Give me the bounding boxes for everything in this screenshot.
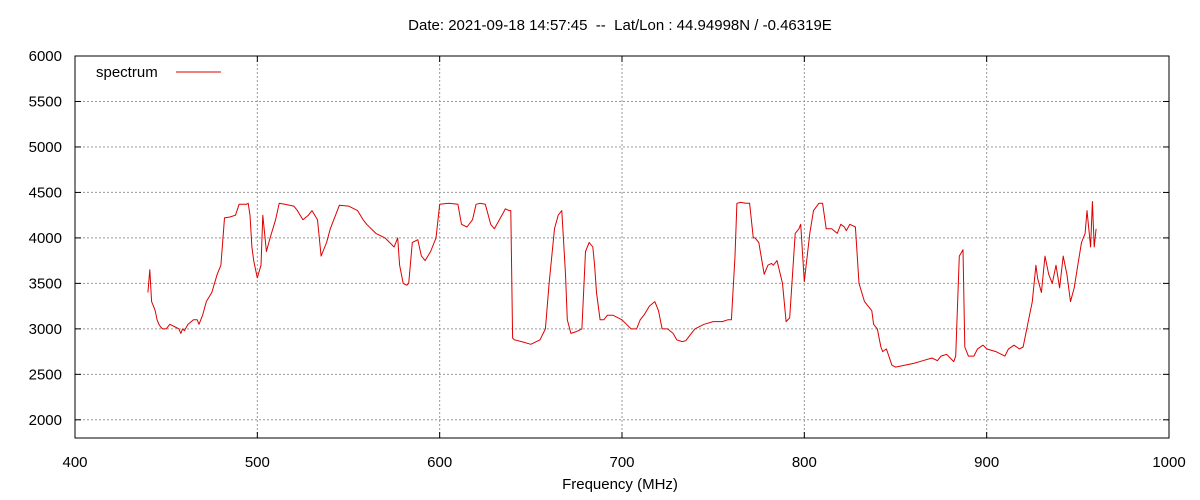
y-tick-label: 5000 (29, 139, 62, 156)
y-tick-label: 2000 (29, 412, 62, 429)
legend-label: spectrum (96, 64, 158, 81)
chart-title: Date: 2021-09-18 14:57:45 -- Lat/Lon : 4… (408, 17, 832, 34)
x-tick-label: 600 (427, 454, 452, 471)
y-tick-label: 6000 (29, 48, 62, 65)
y-tick-label: 3000 (29, 321, 62, 338)
axis-ticks: 400 500 600 700 800 900 1000 2000 2500 3000 3500 40… (29, 48, 1186, 471)
x-tick-label: 900 (974, 454, 999, 471)
y-tick-label: 2500 (29, 366, 62, 383)
x-axis-label: Frequency (MHz) (562, 476, 678, 493)
x-tick-label: 800 (792, 454, 817, 471)
y-tick-label: 5500 (29, 93, 62, 110)
x-tick-label: 700 (609, 454, 634, 471)
x-tick-label: 400 (62, 454, 87, 471)
y-tick-label: 3500 (29, 275, 62, 292)
y-tick-label: 4000 (29, 230, 62, 247)
series-layer (147, 201, 1097, 368)
y-tick-label: 4500 (29, 184, 62, 201)
series-line-spectrum (147, 201, 1097, 368)
grid-lines (75, 56, 1169, 438)
plot-frame (74, 55, 1170, 439)
x-tick-label: 1000 (1152, 454, 1185, 471)
x-tick-label: 500 (245, 454, 270, 471)
legend: spectrum (96, 64, 221, 81)
